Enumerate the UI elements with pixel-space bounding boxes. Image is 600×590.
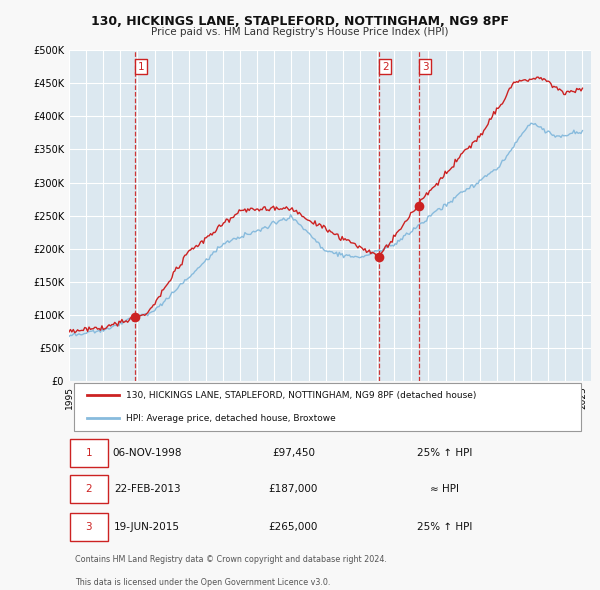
Text: 19-JUN-2015: 19-JUN-2015 bbox=[115, 522, 181, 532]
Text: 22-FEB-2013: 22-FEB-2013 bbox=[114, 484, 181, 494]
Text: 2: 2 bbox=[86, 484, 92, 494]
Text: 1: 1 bbox=[137, 62, 144, 72]
Text: 2: 2 bbox=[382, 62, 388, 72]
Text: Price paid vs. HM Land Registry's House Price Index (HPI): Price paid vs. HM Land Registry's House … bbox=[151, 27, 449, 37]
Text: ≈ HPI: ≈ HPI bbox=[430, 484, 460, 494]
Text: £187,000: £187,000 bbox=[269, 484, 318, 494]
Text: 25% ↑ HPI: 25% ↑ HPI bbox=[417, 522, 473, 532]
Text: 06-NOV-1998: 06-NOV-1998 bbox=[113, 448, 182, 458]
Text: 3: 3 bbox=[86, 522, 92, 532]
Text: 130, HICKINGS LANE, STAPLEFORD, NOTTINGHAM, NG9 8PF: 130, HICKINGS LANE, STAPLEFORD, NOTTINGH… bbox=[91, 15, 509, 28]
Text: 25% ↑ HPI: 25% ↑ HPI bbox=[417, 448, 473, 458]
FancyBboxPatch shape bbox=[70, 513, 107, 541]
Text: 130, HICKINGS LANE, STAPLEFORD, NOTTINGHAM, NG9 8PF (detached house): 130, HICKINGS LANE, STAPLEFORD, NOTTINGH… bbox=[127, 391, 477, 399]
FancyBboxPatch shape bbox=[70, 439, 107, 467]
Text: £265,000: £265,000 bbox=[269, 522, 318, 532]
Text: 3: 3 bbox=[422, 62, 428, 72]
FancyBboxPatch shape bbox=[70, 475, 107, 503]
Text: 1: 1 bbox=[86, 448, 92, 458]
FancyBboxPatch shape bbox=[74, 384, 581, 431]
Text: Contains HM Land Registry data © Crown copyright and database right 2024.: Contains HM Land Registry data © Crown c… bbox=[75, 555, 387, 564]
Text: £97,450: £97,450 bbox=[272, 448, 315, 458]
Text: HPI: Average price, detached house, Broxtowe: HPI: Average price, detached house, Brox… bbox=[127, 414, 336, 423]
Text: This data is licensed under the Open Government Licence v3.0.: This data is licensed under the Open Gov… bbox=[75, 578, 331, 587]
